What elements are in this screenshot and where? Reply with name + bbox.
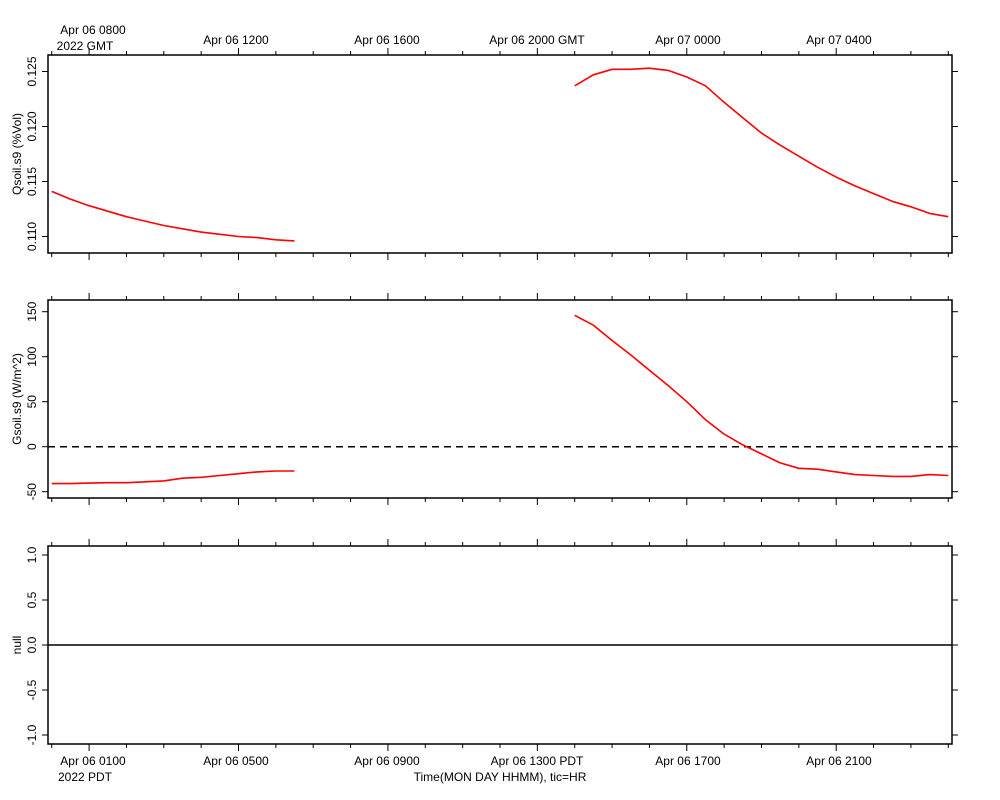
y-tick-label: -1.0 [25,724,39,745]
bottom-axis-label: Apr 06 1300 PDT [491,754,584,768]
bottom-axis-label: Apr 06 0500 [203,754,269,768]
y-tick-label: 1.0 [25,546,39,563]
y-tick-label: -50 [25,483,39,501]
series-line [574,67,949,218]
y-tick-label: 0 [25,443,39,450]
top-axis-label: Apr 06 2000 GMT [489,33,585,47]
top-axis-label: Apr 07 0000 [655,33,721,47]
bottom-axis-corner-line1: Apr 06 0100 [60,754,126,768]
series-line [574,314,949,478]
y-axis-title: null [10,636,24,655]
panel-null: -1.0 -0.5 0.0 0.5 1.0 null [10,539,958,751]
plot-frame [47,54,953,254]
bottom-axis-label: Apr 06 0900 [354,754,420,768]
y-tick-label: 0.110 [25,222,39,251]
top-axis-label: Apr 07 0400 [806,33,872,47]
plot-frame [47,299,953,499]
y-axis-title: Gsoil.s9 (W/m^2) [10,353,24,445]
top-axis-corner-line2: 2022 GMT [57,39,114,53]
top-axis-label: Apr 06 1200 [203,33,269,47]
bottom-axis-label: Apr 06 1700 [655,754,721,768]
y-tick-label: 0.0 [25,636,39,653]
y-axis-title: Qsoil.s9 (%Vol) [10,113,24,195]
panel-qsoil: 0.110 0.115 0.120 0.125 Qsoil.s9 (%Vol) [10,48,958,260]
y-tick-label: 0.115 [25,167,39,196]
y-tick-label: 0.125 [25,56,39,86]
series-line [51,470,295,485]
y-tick-label: 50 [25,395,39,409]
top-axis-corner-line1: Apr 06 0800 [60,23,126,37]
x-axis-title: Time(MON DAY HHMM), tic=HR [414,770,587,784]
y-tick-label: -0.5 [25,679,39,700]
top-axis-label: Apr 06 1600 [354,33,420,47]
bottom-axis-corner-line2: 2022 PDT [58,770,113,784]
y-tick-label: 0.120 [25,111,39,141]
y-tick-label: 150 [25,301,39,321]
y-tick-label: 100 [25,346,39,366]
series-line [51,190,295,242]
bottom-axis-label: Apr 06 2100 [806,754,872,768]
y-tick-label: 0.5 [25,591,39,608]
panel-gsoil: -50 0 50 100 150 Gsoil.s9 (W/m^2) [10,293,958,505]
